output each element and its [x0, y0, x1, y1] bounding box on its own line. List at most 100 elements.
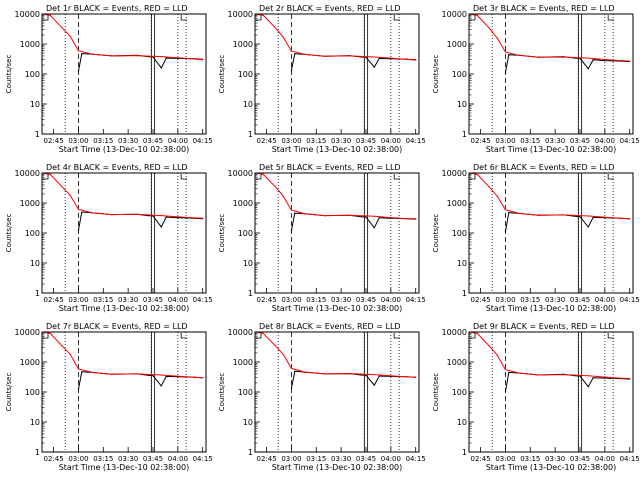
- x-axis-label: Start Time (13-Dec-10 02:38:00): [486, 304, 617, 313]
- point-lld: [476, 173, 478, 175]
- y-tick-label: 10: [243, 259, 253, 268]
- corner-marker: [256, 15, 262, 21]
- y-tick-label: 1: [248, 130, 253, 139]
- x-tick-label: 03:15: [306, 296, 326, 304]
- point-lld: [323, 55, 326, 57]
- x-tick-label: 03:30: [118, 137, 138, 145]
- point-lld: [398, 217, 400, 219]
- point-lld: [290, 209, 293, 211]
- point-events: [290, 230, 293, 232]
- corner-marker: [470, 15, 476, 21]
- x-tick-label: 03:45: [143, 296, 163, 304]
- x-tick-label: 03:00: [281, 296, 301, 304]
- series-lld-line: [254, 331, 416, 378]
- point-lld: [135, 55, 138, 57]
- y-tick-label: 100: [452, 388, 467, 397]
- point-events: [604, 59, 606, 62]
- point-events: [290, 69, 293, 72]
- series-lld-line: [41, 331, 203, 379]
- x-tick-label: 04:00: [381, 296, 401, 304]
- chart-title: Det 8r BLACK = Events, RED = LLD: [259, 322, 401, 331]
- x-tick-label: 03:30: [545, 137, 565, 145]
- point-lld: [77, 368, 80, 370]
- point-events: [373, 66, 375, 68]
- x-axis-label: Start Time (13-Dec-10 02:38:00): [272, 145, 403, 154]
- point-lld: [629, 60, 631, 62]
- point-events: [160, 226, 162, 228]
- point-lld: [537, 56, 540, 58]
- x-tick-label: 03:30: [545, 455, 565, 463]
- y-tick-label: 1000: [447, 358, 467, 367]
- y-tick-label: 10: [30, 259, 40, 268]
- point-lld: [202, 217, 204, 219]
- point-events: [77, 230, 80, 232]
- series-lld-line: [41, 172, 203, 219]
- series-lld-line: [254, 13, 416, 61]
- x-axis-label: Start Time (13-Dec-10 02:38:00): [272, 304, 403, 313]
- x-tick-label: 04:00: [168, 137, 188, 145]
- point-lld: [415, 218, 417, 220]
- point-events: [290, 387, 293, 390]
- x-tick-label: 02:45: [257, 296, 277, 304]
- y-tick-label: 10000: [228, 328, 253, 337]
- point-lld: [537, 214, 540, 216]
- series-lld-line: [468, 331, 630, 380]
- y-axis-label: Counts/sec: [432, 55, 440, 94]
- y-tick-label: 10000: [15, 328, 40, 337]
- point-lld: [160, 215, 162, 217]
- point-events: [81, 52, 83, 55]
- point-lld: [612, 217, 614, 219]
- chart-panel-1: Det 1r BLACK = Events, RED = LLD 1 10 100 10…: [5, 4, 213, 154]
- point-lld: [262, 173, 264, 175]
- point-lld: [110, 214, 113, 216]
- point-events: [373, 384, 375, 386]
- x-tick-label: 02:45: [471, 137, 491, 145]
- x-tick-label: 03:00: [495, 296, 515, 304]
- x-tick-label: 02:45: [44, 296, 64, 304]
- point-lld: [61, 186, 63, 188]
- x-tick-label: 02:45: [44, 455, 64, 463]
- x-tick-label: 04:15: [406, 455, 426, 463]
- plot-frame: [254, 13, 420, 135]
- chart-title: Det 1r BLACK = Events, RED = LLD: [46, 4, 188, 13]
- chart-panel-4: Det 4r BLACK = Events, RED = LLD 1 10 100 10…: [5, 163, 213, 313]
- chart-panel-2: Det 2r BLACK = Events, RED = LLD 1 10 100 10…: [218, 4, 426, 154]
- corner-marker: [393, 174, 401, 180]
- point-lld: [262, 332, 264, 334]
- point-lld: [488, 186, 490, 188]
- x-tick-label: 03:15: [306, 137, 326, 145]
- x-tick-label: 03:00: [68, 455, 88, 463]
- y-tick-label: 1000: [447, 199, 467, 208]
- point-lld: [348, 373, 351, 375]
- corner-marker: [256, 333, 262, 339]
- point-lld: [69, 194, 71, 196]
- x-tick-label: 03:15: [93, 296, 113, 304]
- y-axis-label: Counts/sec: [5, 214, 13, 253]
- plot-frame: [468, 331, 634, 453]
- point-lld: [629, 377, 631, 380]
- x-tick-label: 02:45: [471, 455, 491, 463]
- x-tick-label: 02:45: [471, 296, 491, 304]
- point-lld: [185, 57, 187, 60]
- corner-marker: [470, 333, 476, 339]
- point-lld: [518, 372, 520, 374]
- point-events: [378, 57, 380, 60]
- x-tick-label: 03:00: [281, 137, 301, 145]
- point-events: [77, 71, 80, 73]
- y-tick-label: 1000: [20, 358, 40, 367]
- point-events: [592, 59, 594, 61]
- point-lld: [488, 345, 490, 347]
- y-tick-label: 10000: [442, 328, 467, 337]
- y-tick-label: 100: [452, 70, 467, 79]
- point-events: [378, 375, 380, 377]
- y-tick-label: 1: [462, 448, 467, 457]
- point-events: [504, 72, 507, 74]
- x-tick-label: 03:15: [93, 455, 113, 463]
- point-lld: [562, 214, 565, 216]
- point-lld: [504, 51, 507, 53]
- y-tick-label: 100: [238, 70, 253, 79]
- point-events: [77, 389, 80, 391]
- y-axis-label: Counts/sec: [218, 214, 226, 253]
- corner-marker: [470, 174, 476, 180]
- point-events: [360, 374, 362, 376]
